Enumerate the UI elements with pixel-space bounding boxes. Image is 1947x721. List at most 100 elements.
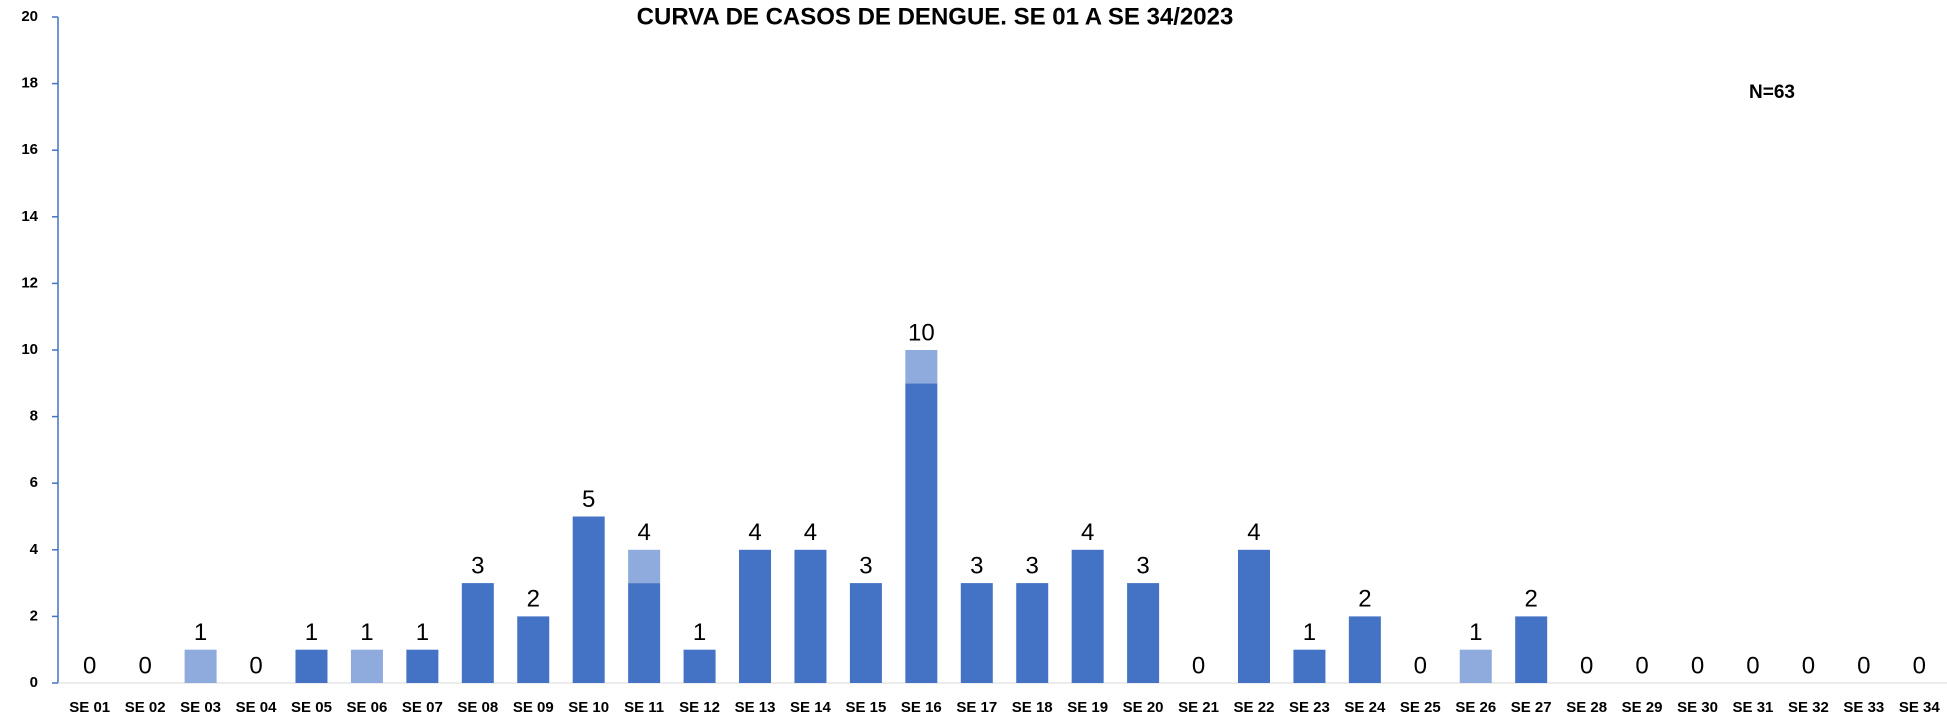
x-tick-label: SE 28 xyxy=(1566,699,1607,716)
bar-segment xyxy=(1016,583,1049,683)
value-label: 4 xyxy=(1247,519,1260,546)
bar-segment xyxy=(1127,583,1160,683)
bar-segment xyxy=(1071,549,1104,683)
bar-segment xyxy=(905,350,938,384)
value-label: 3 xyxy=(1026,552,1039,579)
value-label: 0 xyxy=(1635,652,1648,679)
y-tick-label: 20 xyxy=(21,8,38,25)
bar-segment xyxy=(1237,549,1270,683)
y-tick-label: 6 xyxy=(30,474,38,491)
y-tick-label: 10 xyxy=(21,341,38,358)
x-tick-label: SE 19 xyxy=(1067,699,1108,716)
x-tick-label: SE 32 xyxy=(1788,699,1829,716)
x-tick-label: SE 29 xyxy=(1622,699,1663,716)
value-label: 10 xyxy=(908,319,935,346)
x-tick-label: SE 26 xyxy=(1455,699,1496,716)
bar-segment xyxy=(1348,616,1381,683)
x-tick-label: SE 15 xyxy=(845,699,886,716)
value-label: 2 xyxy=(1358,586,1371,613)
bar-segment xyxy=(517,616,550,683)
value-label: 0 xyxy=(1414,652,1427,679)
x-tick-label: SE 03 xyxy=(180,699,221,716)
value-label: 3 xyxy=(1136,552,1149,579)
annotation: N=63 xyxy=(1749,82,1795,103)
x-tick-label: SE 20 xyxy=(1123,699,1164,716)
x-tick-label: SE 11 xyxy=(624,699,664,716)
value-label: 4 xyxy=(748,519,761,546)
x-tick-label: SE 30 xyxy=(1677,699,1718,716)
x-tick-label: SE 33 xyxy=(1843,699,1884,716)
value-label: 1 xyxy=(305,619,318,646)
y-tick-label: 18 xyxy=(21,75,38,92)
y-tick-label: 14 xyxy=(21,208,38,225)
y-tick-label: 0 xyxy=(30,674,38,691)
x-tick-label: SE 17 xyxy=(956,699,997,716)
value-label: 0 xyxy=(1857,652,1870,679)
bar-segment xyxy=(184,649,217,683)
value-label: 0 xyxy=(83,652,96,679)
value-label: 2 xyxy=(1525,586,1538,613)
bar-segment xyxy=(739,549,772,683)
x-tick-label: SE 22 xyxy=(1234,699,1275,716)
y-tick-label: 2 xyxy=(30,607,38,624)
bar-segment xyxy=(406,649,439,683)
chart-title: CURVA DE CASOS DE DENGUE. SE 01 A SE 34/… xyxy=(637,3,1234,30)
bar-segment xyxy=(461,583,494,683)
value-label: 5 xyxy=(582,486,595,513)
bar-segment xyxy=(905,383,938,683)
value-label: 0 xyxy=(249,652,262,679)
value-label: 1 xyxy=(416,619,429,646)
value-label: 1 xyxy=(360,619,373,646)
x-tick-label: SE 04 xyxy=(236,699,278,716)
bar-segment xyxy=(572,516,605,683)
value-label: 3 xyxy=(970,552,983,579)
bar-segment xyxy=(1515,616,1548,683)
x-tick-label: SE 25 xyxy=(1400,699,1441,716)
bar-segment xyxy=(960,583,993,683)
x-tick-label: SE 12 xyxy=(679,699,720,716)
value-label: 1 xyxy=(1303,619,1316,646)
value-label: 4 xyxy=(1081,519,1094,546)
y-tick-label: 8 xyxy=(30,408,38,425)
x-tick-label: SE 08 xyxy=(457,699,498,716)
bar-segment xyxy=(1293,649,1326,683)
x-tick-label: SE 21 xyxy=(1178,699,1219,716)
value-label: 0 xyxy=(1746,652,1759,679)
x-tick-label: SE 34 xyxy=(1899,699,1941,716)
value-label: 2 xyxy=(527,586,540,613)
x-tick-label: SE 06 xyxy=(346,699,387,716)
value-label: 4 xyxy=(804,519,817,546)
value-label: 4 xyxy=(637,519,650,546)
x-tick-label: SE 09 xyxy=(513,699,554,716)
value-label: 0 xyxy=(1802,652,1815,679)
x-tick-label: SE 10 xyxy=(568,699,609,716)
value-label: 0 xyxy=(1691,652,1704,679)
value-label: 1 xyxy=(194,619,207,646)
x-tick-label: SE 27 xyxy=(1511,699,1552,716)
bar-segment xyxy=(295,649,328,683)
y-tick-label: 12 xyxy=(21,274,38,291)
bar-segment xyxy=(350,649,383,683)
x-tick-label: SE 24 xyxy=(1344,699,1386,716)
value-label: 1 xyxy=(1469,619,1482,646)
x-tick-label: SE 31 xyxy=(1733,699,1774,716)
x-tick-label: SE 02 xyxy=(125,699,166,716)
value-label: 3 xyxy=(471,552,484,579)
y-tick-label: 16 xyxy=(21,141,38,158)
value-label: 3 xyxy=(859,552,872,579)
value-label: 0 xyxy=(1913,652,1926,679)
value-label: 0 xyxy=(1192,652,1205,679)
y-tick-label: 4 xyxy=(30,541,39,558)
value-label: 0 xyxy=(138,652,151,679)
x-tick-label: SE 13 xyxy=(735,699,776,716)
bar-segment xyxy=(849,583,882,683)
value-label: 1 xyxy=(693,619,706,646)
bar-segment xyxy=(628,583,661,683)
x-tick-label: SE 01 xyxy=(69,699,110,716)
bar-segment xyxy=(628,549,661,584)
bar-segment xyxy=(794,549,827,683)
x-tick-label: SE 07 xyxy=(402,699,443,716)
bar-segment xyxy=(683,649,716,683)
x-tick-label: SE 23 xyxy=(1289,699,1330,716)
